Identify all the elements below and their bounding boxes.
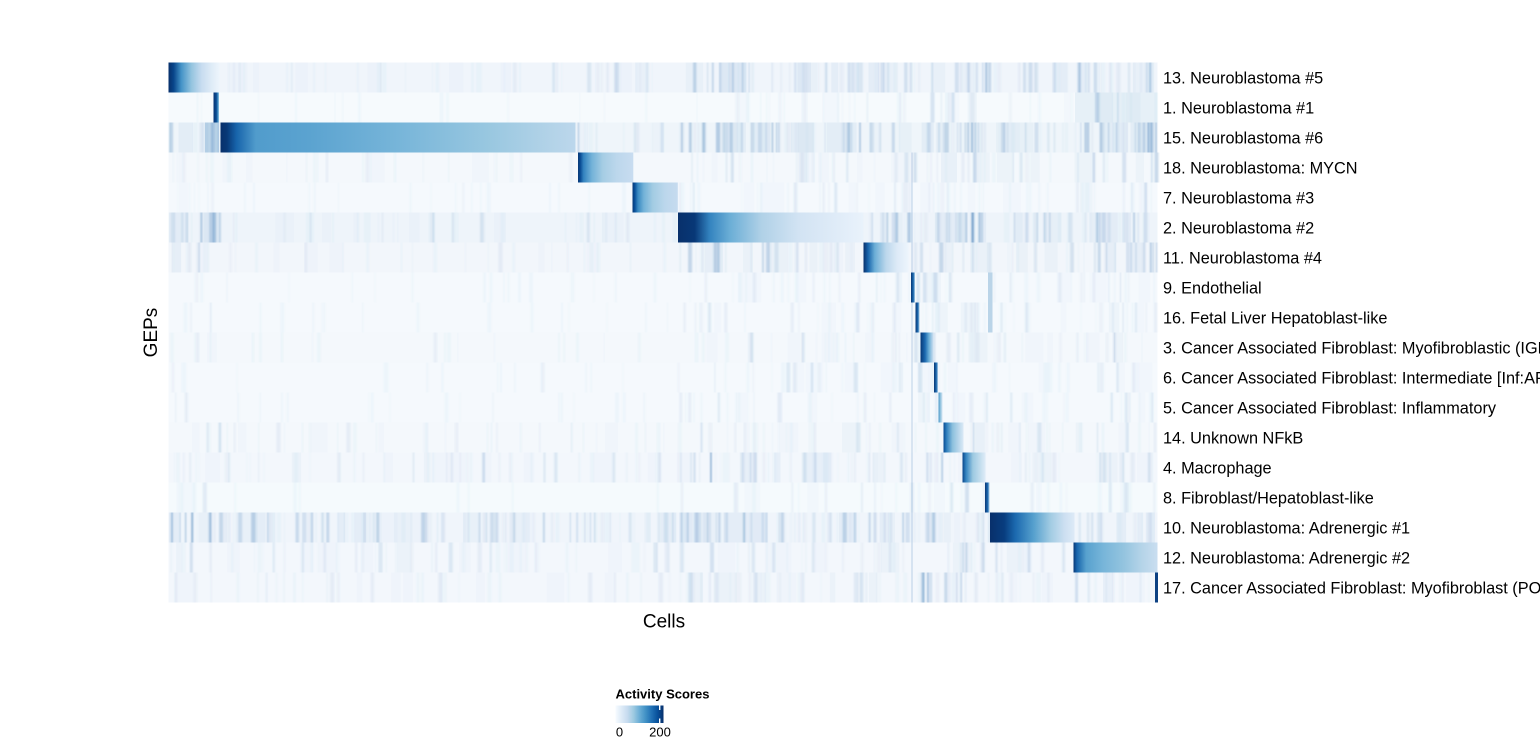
svg-text:4. Macrophage: 4. Macrophage — [1163, 459, 1272, 477]
svg-text:10. Neuroblastoma: Adrenergic: 10. Neuroblastoma: Adrenergic #1 — [1163, 519, 1410, 537]
svg-text:16. Fetal Liver Hepatoblast-li: 16. Fetal Liver Hepatoblast-like — [1163, 309, 1387, 327]
svg-text:3. Cancer Associated Fibroblas: 3. Cancer Associated Fibroblast: Myofibr… — [1163, 339, 1540, 357]
svg-text:17. Cancer Associated Fibrobla: 17. Cancer Associated Fibroblast: Myofib… — [1163, 579, 1540, 597]
svg-text:9. Endothelial: 9. Endothelial — [1163, 279, 1262, 297]
svg-text:5. Cancer Associated Fibroblas: 5. Cancer Associated Fibroblast: Inflamm… — [1163, 399, 1497, 417]
svg-text:18. Neuroblastoma: MYCN: 18. Neuroblastoma: MYCN — [1163, 159, 1358, 177]
svg-text:6. Cancer Associated Fibroblas: 6. Cancer Associated Fibroblast: Interme… — [1163, 369, 1540, 387]
svg-text:Cells: Cells — [643, 612, 685, 633]
svg-text:13. Neuroblastoma #5: 13. Neuroblastoma #5 — [1163, 69, 1323, 87]
svg-text:7. Neuroblastoma #3: 7. Neuroblastoma #3 — [1163, 189, 1314, 207]
svg-text:14. Unknown NFkB: 14. Unknown NFkB — [1163, 429, 1303, 447]
svg-text:GEPs: GEPs — [141, 308, 162, 358]
svg-text:2. Neuroblastoma #2: 2. Neuroblastoma #2 — [1163, 219, 1314, 237]
svg-text:15. Neuroblastoma #6: 15. Neuroblastoma #6 — [1163, 129, 1323, 147]
svg-text:12. Neuroblastoma: Adrenergic: 12. Neuroblastoma: Adrenergic #2 — [1163, 549, 1410, 567]
svg-text:200: 200 — [649, 725, 671, 740]
svg-text:1. Neuroblastoma #1: 1. Neuroblastoma #1 — [1163, 99, 1314, 117]
svg-text:Activity Scores: Activity Scores — [616, 687, 710, 702]
svg-text:0: 0 — [616, 725, 623, 740]
svg-text:11. Neuroblastoma #4: 11. Neuroblastoma #4 — [1163, 249, 1322, 267]
svg-text:8. Fibroblast/Hepatoblast-like: 8. Fibroblast/Hepatoblast-like — [1163, 489, 1374, 507]
